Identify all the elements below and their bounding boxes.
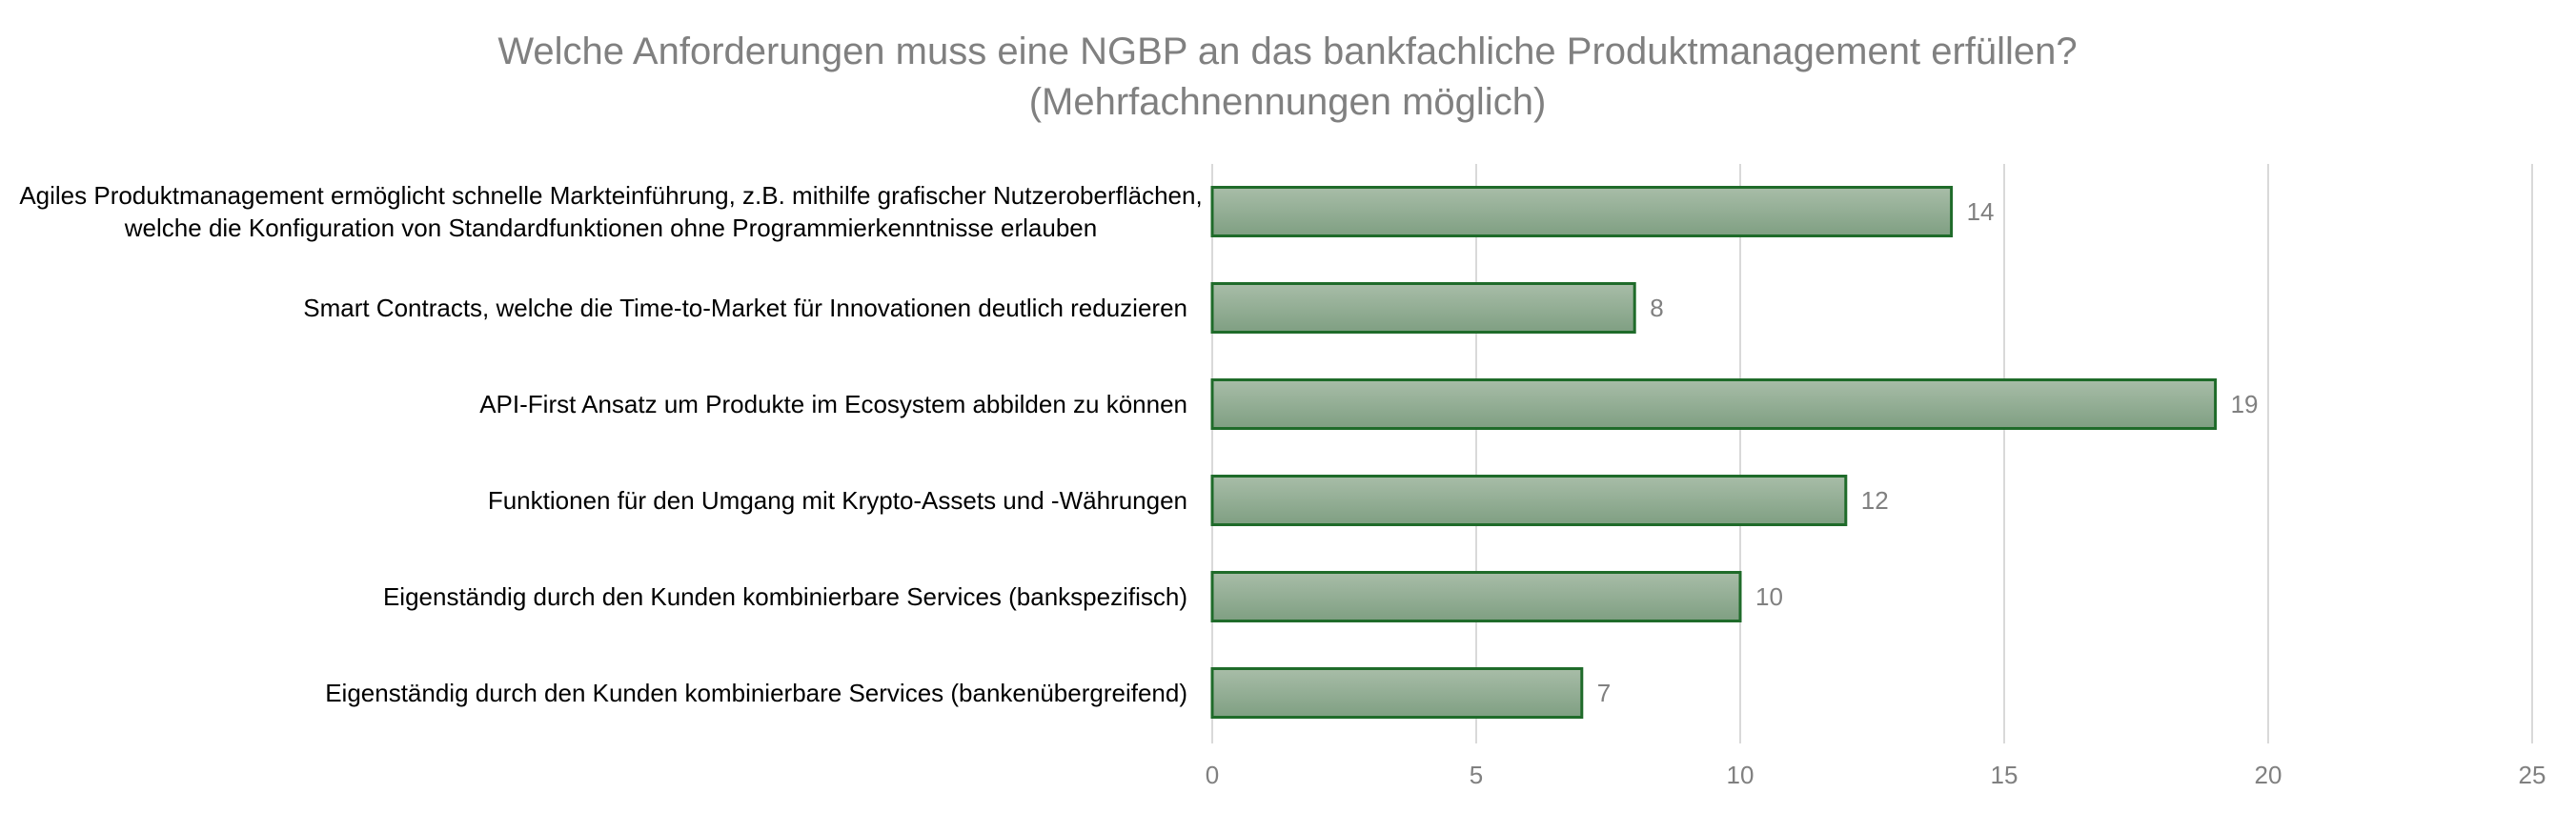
category-label-0-line-1: welche die Konfiguration von Standardfun… xyxy=(124,214,1097,242)
category-label-1: Smart Contracts, welche die Time-to-Mark… xyxy=(303,294,1187,322)
x-tick-label: 10 xyxy=(1727,761,1755,789)
x-tick-label: 5 xyxy=(1470,761,1483,789)
bar-5 xyxy=(1210,667,1584,719)
category-label-0-line-0: Agiles Produktmanagement ermöglicht schn… xyxy=(19,181,1202,210)
bar-1 xyxy=(1210,282,1636,334)
data-label-3: 12 xyxy=(1861,486,1889,515)
bars: 14 8 19 12 10 7 xyxy=(1210,186,2259,719)
x-tick-label: 0 xyxy=(1206,761,1219,789)
data-label-4: 10 xyxy=(1755,582,1783,611)
data-label-0: 14 xyxy=(1967,197,1995,226)
category-label-2: API-First Ansatz um Produkte im Ecosyste… xyxy=(479,390,1187,418)
category-label-5: Eigenständig durch den Kunden kombinierb… xyxy=(325,679,1187,707)
chart-title: Welche Anforderungen muss eine NGBP an d… xyxy=(497,31,2077,72)
category-labels: Agiles Produktmanagement ermöglicht schn… xyxy=(19,181,1202,707)
gridlines xyxy=(1211,164,2533,743)
bar-3 xyxy=(1210,475,1848,526)
bar-4 xyxy=(1210,571,1742,622)
x-tick-label: 25 xyxy=(2519,761,2546,789)
bar-0 xyxy=(1210,186,1954,237)
x-axis-ticks: 0 5 10 15 20 25 xyxy=(1206,761,2546,789)
chart-subtitle: (Mehrfachnennungen möglich) xyxy=(1029,81,1547,123)
data-label-5: 7 xyxy=(1597,679,1611,707)
data-label-1: 8 xyxy=(1650,294,1663,322)
x-tick-label: 15 xyxy=(1991,761,2018,789)
bar-2 xyxy=(1210,378,2218,430)
category-label-4: Eigenständig durch den Kunden kombinierb… xyxy=(383,582,1187,611)
category-label-3: Funktionen für den Umgang mit Krypto-Ass… xyxy=(488,486,1187,515)
x-tick-label: 20 xyxy=(2255,761,2282,789)
data-label-2: 19 xyxy=(2231,390,2259,418)
